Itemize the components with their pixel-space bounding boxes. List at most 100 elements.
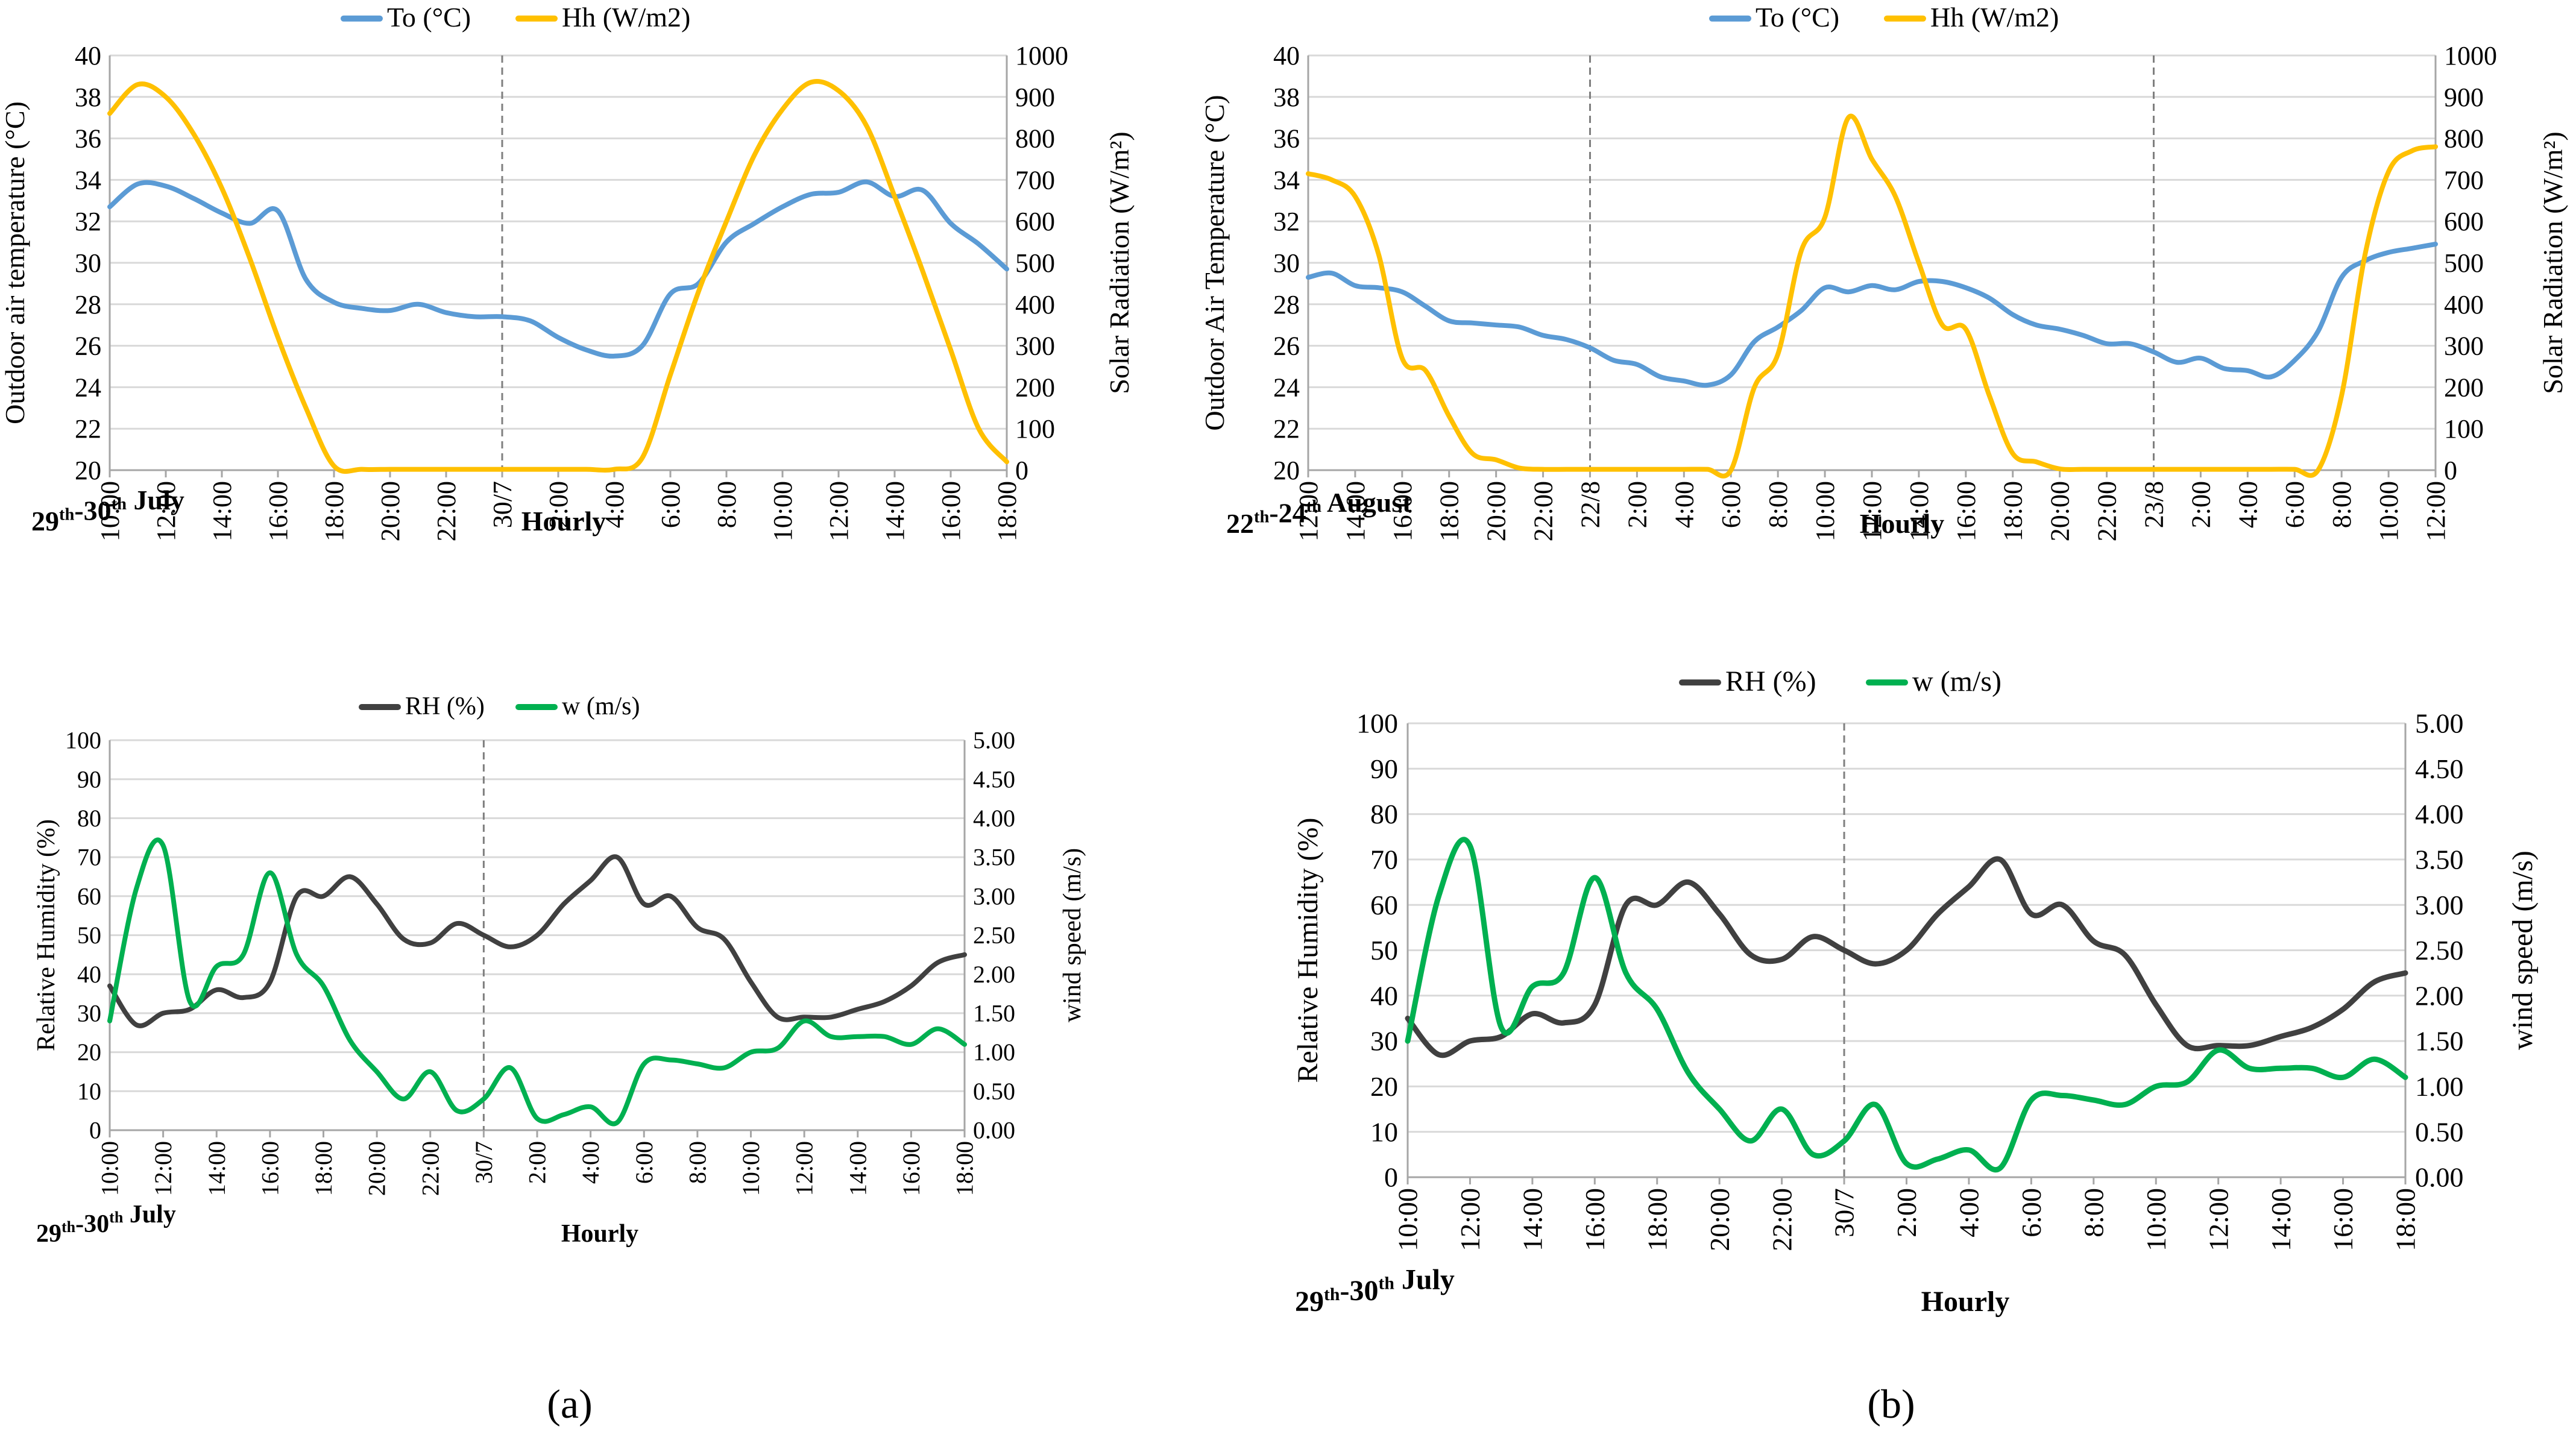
- date-range-label: 29th-30th July: [36, 1201, 176, 1248]
- y-right-tick-label: 300: [2444, 332, 2484, 361]
- y-right-tick-label: 5.00: [973, 727, 1015, 754]
- y-right-tick-label: 0.50: [973, 1078, 1015, 1105]
- x-axis-title: Hourly: [1860, 508, 1945, 539]
- y-right-tick-label: 600: [1015, 207, 1055, 236]
- y-left-tick-label: 20: [77, 1039, 101, 1066]
- y-right-tick-label: 200: [2444, 373, 2484, 402]
- x-tick-label: 22:00: [417, 1141, 444, 1196]
- x-tick-label: 18:00: [1642, 1188, 1672, 1251]
- y-right-tick-label: 0: [1015, 456, 1028, 485]
- x-tick-label: 22:00: [2093, 481, 2122, 541]
- x-tick-label: 4:00: [1669, 481, 1699, 528]
- y-left-tick-label: 80: [1370, 799, 1398, 829]
- y-right-tick-label: 2.50: [973, 922, 1015, 949]
- y-right-tick-label: 200: [1015, 373, 1055, 402]
- y-left-tick-label: 24: [75, 373, 101, 402]
- y-right-tick-label: 600: [2444, 207, 2484, 236]
- y-left-tick-label: 28: [75, 290, 101, 319]
- y-left-tick-label: 28: [1273, 290, 1300, 319]
- y-right-tick-label: 400: [2444, 290, 2484, 319]
- y-left-tick-label: 22: [75, 414, 101, 444]
- x-tick-label: 16:00: [936, 481, 966, 541]
- y-left-tick-label: 100: [1356, 708, 1398, 739]
- x-tick-label: 22:00: [432, 481, 461, 541]
- y-left-tick-label: 20: [1370, 1071, 1398, 1102]
- x-tick-label: 20:00: [1482, 481, 1511, 541]
- y-left-tick-label: 26: [1273, 332, 1300, 361]
- x-tick-label: 4:00: [577, 1141, 604, 1184]
- y-right-tick-label: 900: [1015, 83, 1055, 112]
- date-text: July: [1394, 1264, 1455, 1296]
- x-tick-label: 14:00: [1517, 1188, 1548, 1251]
- y-left-tick-label: 60: [1370, 890, 1398, 920]
- y-left-axis-title: Outdoor air temperature (°C): [0, 101, 30, 424]
- y-right-tick-label: 0: [2444, 456, 2457, 485]
- y-right-tick-label: 100: [2444, 414, 2484, 444]
- x-tick-label: 10:00: [2374, 481, 2404, 541]
- y-left-tick-label: 40: [75, 41, 101, 71]
- x-tick-label: 16:00: [256, 1141, 283, 1196]
- y-right-tick-label: 700: [2444, 165, 2484, 195]
- y-right-tick-label: 3.50: [2415, 844, 2464, 875]
- series-line-1: [107, 79, 1009, 474]
- y-left-tick-label: 100: [65, 727, 101, 754]
- x-tick-label: 10:00: [96, 1141, 124, 1196]
- y-right-tick-label: 500: [1015, 248, 1055, 278]
- y-left-tick-label: 32: [1273, 207, 1300, 236]
- legend-label: To (°C): [387, 2, 471, 33]
- x-axis-title: Hourly: [521, 506, 606, 536]
- y-left-tick-label: 10: [77, 1078, 101, 1105]
- legend-label: To (°C): [1756, 2, 1839, 33]
- y-right-tick-label: 800: [1015, 124, 1055, 154]
- y-left-tick-label: 36: [1273, 124, 1300, 154]
- y-right-tick-label: 1000: [1015, 41, 1068, 71]
- y-right-tick-label: 4.00: [2415, 799, 2464, 829]
- x-tick-label: 30/7: [1829, 1188, 1860, 1237]
- date-superscript: th: [1306, 497, 1321, 516]
- x-tick-label: 18:00: [951, 1141, 978, 1196]
- date-superscript: th: [59, 506, 74, 524]
- x-tick-label: 18:00: [1435, 481, 1464, 541]
- y-left-tick-label: 26: [75, 332, 101, 361]
- y-right-tick-label: 4.00: [973, 805, 1015, 832]
- date-text: August: [1321, 487, 1412, 518]
- y-left-tick-label: 30: [77, 1000, 101, 1027]
- x-tick-label: 14:00: [203, 1141, 230, 1196]
- y-left-tick-label: 40: [1370, 980, 1398, 1011]
- x-tick-label: 22:00: [1766, 1188, 1797, 1251]
- y-left-axis-title: Outdoor Air Temperature (°C): [1199, 95, 1230, 430]
- y-right-tick-label: 400: [1015, 290, 1055, 319]
- y-left-tick-label: 30: [1273, 248, 1300, 278]
- series-line-0: [107, 854, 967, 1028]
- y-left-tick-label: 36: [75, 124, 101, 154]
- x-tick-label: 6:00: [2280, 481, 2310, 528]
- y-right-axis-title: Solar Radiation (W/m²): [2537, 131, 2568, 394]
- y-left-tick-label: 70: [1370, 844, 1398, 875]
- x-tick-label: 18:00: [310, 1141, 337, 1196]
- y-left-tick-label: 30: [1370, 1026, 1398, 1057]
- y-left-tick-label: 20: [75, 456, 101, 485]
- x-tick-label: 20:00: [2045, 481, 2075, 541]
- y-left-tick-label: 20: [1273, 456, 1300, 485]
- x-tick-label: 10:00: [95, 481, 125, 541]
- series-line-1: [1405, 837, 2408, 1172]
- x-tick-label: 16:00: [263, 481, 293, 541]
- x-tick-label: 18:00: [2390, 1188, 2421, 1251]
- x-tick-label: 18:00: [320, 481, 349, 541]
- y-left-tick-label: 0: [1384, 1162, 1398, 1193]
- legend-label: Hh (W/m2): [562, 2, 690, 33]
- x-tick-label: 10:00: [2141, 1188, 2171, 1251]
- x-tick-label: 14:00: [1904, 481, 1934, 541]
- y-right-axis-title: wind speed (m/s): [1059, 848, 1086, 1022]
- x-tick-label: 12:00: [824, 481, 854, 541]
- y-right-axis-title: Solar Radiation (W/m²): [1104, 131, 1135, 394]
- x-tick-label: 14:00: [844, 1141, 871, 1196]
- y-left-tick-label: 30: [75, 248, 101, 278]
- y-left-tick-label: 80: [77, 805, 101, 832]
- x-tick-label: 12:00: [1857, 481, 1887, 541]
- y-left-tick-label: 60: [77, 882, 101, 910]
- y-right-tick-label: 1.00: [973, 1039, 1015, 1066]
- legend-label: w (m/s): [1912, 665, 2001, 697]
- y-left-tick-label: 70: [77, 844, 101, 871]
- x-tick-label: 2:00: [544, 481, 573, 528]
